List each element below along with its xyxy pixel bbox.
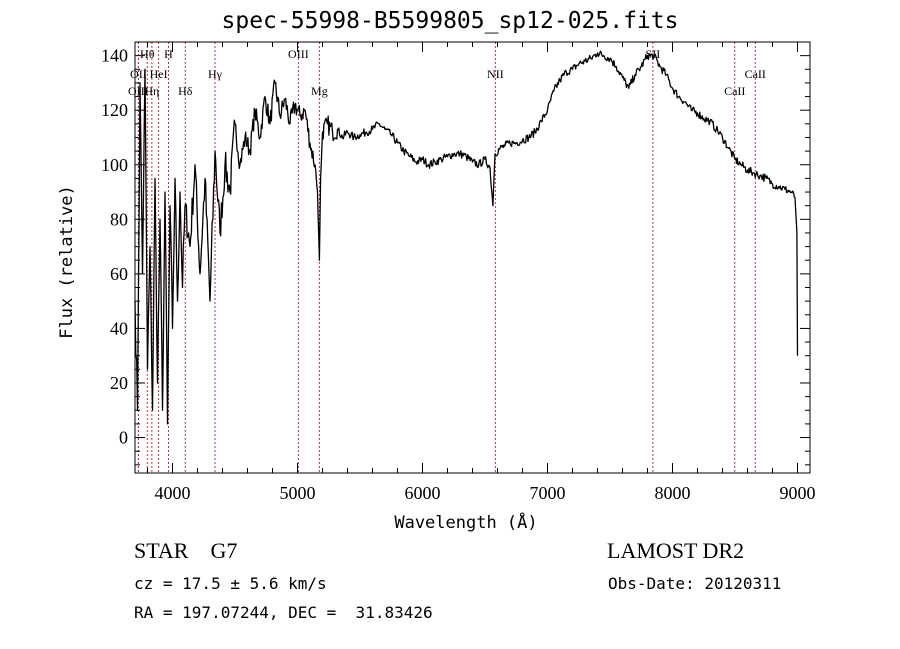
x-tick-label: 4000 bbox=[155, 483, 191, 503]
line-marker-label: Hθ bbox=[140, 47, 155, 61]
line-marker-label: NII bbox=[487, 67, 504, 81]
chart-title: spec-55998-B5599805_sp12-025.fits bbox=[221, 8, 679, 34]
x-axis-label: Wavelength (Å) bbox=[394, 511, 537, 533]
object-class: STAR bbox=[134, 538, 189, 563]
y-tick-label: 80 bbox=[110, 209, 128, 229]
redshift-label: cz = 17.5 ± 5.6 km/s bbox=[134, 574, 327, 593]
object-subclass: G7 bbox=[210, 538, 238, 563]
x-tick-label: 8000 bbox=[655, 483, 691, 503]
y-tick-label: 20 bbox=[110, 373, 128, 393]
line-marker-label: Hη bbox=[144, 84, 159, 98]
line-marker-label: CaII bbox=[745, 67, 766, 81]
x-tick-label: 6000 bbox=[405, 483, 441, 503]
line-marker-label: OII bbox=[130, 67, 147, 81]
spectrum-series-line bbox=[134, 50, 799, 425]
line-marker-label: Hγ bbox=[208, 67, 223, 81]
y-tick-label: 60 bbox=[110, 264, 128, 284]
line-marker-label: OIII bbox=[288, 47, 309, 61]
survey-label: LAMOST DR2 bbox=[607, 538, 745, 563]
x-tick-label: 7000 bbox=[530, 483, 566, 503]
line-marker-label: OIII bbox=[128, 84, 149, 98]
axis-ticks bbox=[135, 41, 810, 473]
y-tick-label: 140 bbox=[101, 46, 128, 66]
y-tick-label: 100 bbox=[101, 155, 128, 175]
y-tick-label: 120 bbox=[101, 100, 128, 120]
object-class-label: STAR G7 bbox=[134, 538, 237, 564]
y-axis-label: Flux (relative) bbox=[57, 185, 77, 339]
line-marker-label: HeI bbox=[150, 67, 168, 81]
x-tick-label: 5000 bbox=[280, 483, 316, 503]
obs-date-label: Obs-Date: 20120311 bbox=[608, 574, 782, 593]
x-tick-label: 9000 bbox=[780, 483, 816, 503]
line-markers bbox=[137, 42, 756, 473]
axis-tick-labels: 4000 5000 6000 7000 8000 9000 0 20 40 60 80 100 120 1… bbox=[101, 46, 816, 503]
coordinates-label: RA = 197.07244, DEC = 31.83426 bbox=[134, 603, 433, 622]
line-marker-label: Hδ bbox=[178, 84, 193, 98]
y-tick-label: 40 bbox=[110, 318, 128, 338]
y-tick-label: 0 bbox=[119, 428, 128, 448]
line-marker-label: CaII bbox=[724, 84, 745, 98]
line-marker-label: H bbox=[164, 47, 173, 61]
line-marker-label: Mg bbox=[311, 84, 328, 98]
plot-frame bbox=[134, 41, 811, 474]
